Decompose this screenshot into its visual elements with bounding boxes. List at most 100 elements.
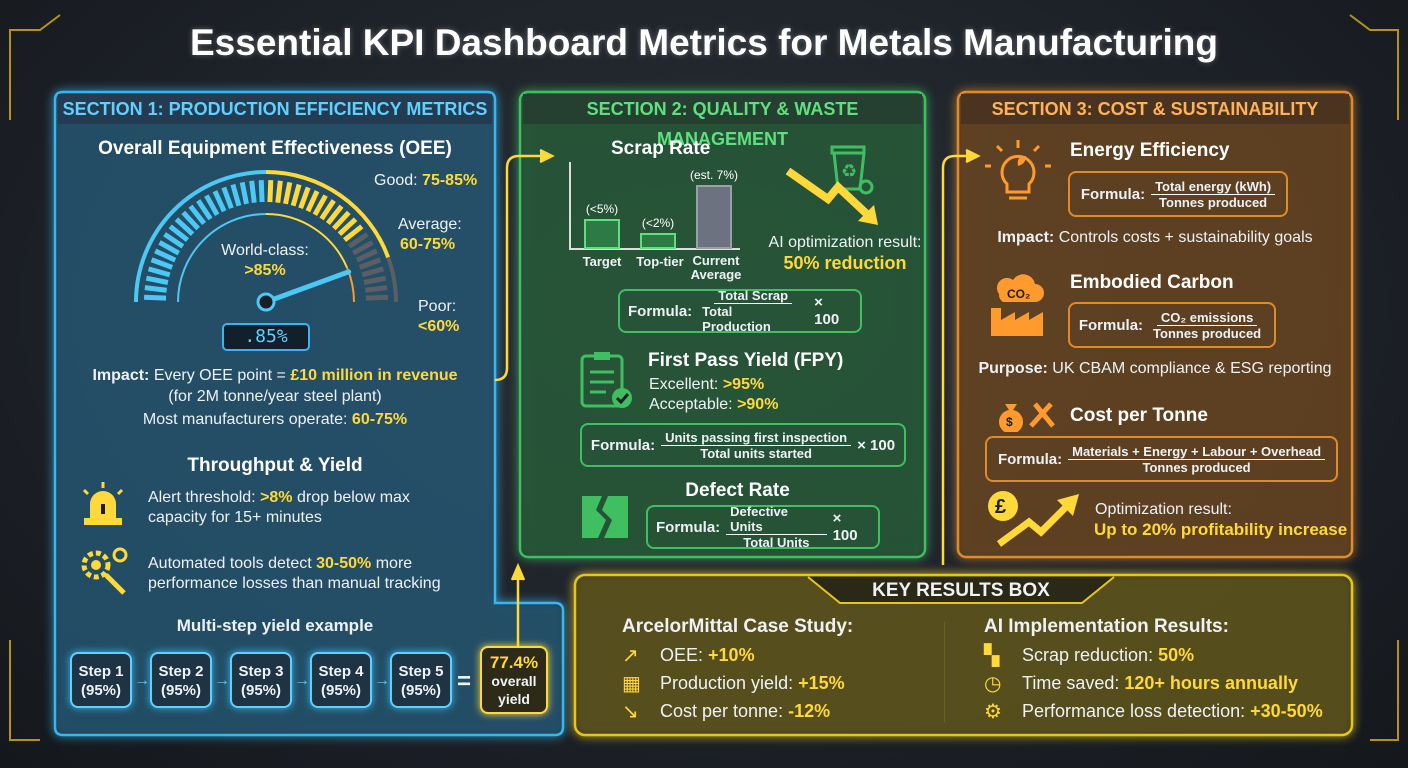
section3-header: SECTION 3: COST & SUSTAINABILITY (961, 94, 1349, 124)
gauge-outer-arc-blue (134, 170, 267, 303)
step-label: Step 3 (238, 663, 284, 680)
arrow-right-icon: → (134, 672, 150, 689)
formula-label: Formula: (997, 450, 1063, 468)
key-result-item: Time saved: 120+ hours annually (1022, 673, 1298, 694)
energy-formula: Formula: Total energy (kWh) Tonnes produce… (1068, 171, 1288, 217)
step-2: Step 2 (95%) (150, 652, 212, 708)
average-value: 60-75% (400, 236, 456, 253)
formula-denominator: Tonnes produced (1159, 194, 1268, 210)
step-5: Step 5 (95%) (390, 652, 452, 708)
average-label: Average: (398, 216, 462, 233)
scrap-bar-value-label: (<2%) (642, 216, 674, 230)
bar-label-top-tier: Top-tier (636, 254, 684, 269)
gauge-segment (365, 294, 389, 301)
purpose-text: UK CBAM compliance & ESG reporting (1052, 360, 1332, 377)
gauge-inner-arc-yellow (265, 213, 348, 269)
impact-text: Controls costs + sustainability goals (1058, 229, 1313, 246)
svg-text:$: $ (1006, 415, 1013, 429)
formula-denominator: Tonnes produced (1142, 459, 1251, 475)
overall-yield-label: overall (491, 673, 537, 689)
throughput-title: Throughput & Yield (187, 455, 363, 476)
excellent-value: >95% (722, 376, 765, 393)
gauge-segment (154, 248, 177, 263)
gauge-segment (204, 194, 220, 216)
section1-header: SECTION 1: PRODUCTION EFFICIENCY METRICS (58, 94, 492, 124)
alarm-light-icon (82, 482, 124, 525)
step-1: Step 1 (95%) (70, 652, 132, 708)
gauge-segment (337, 217, 358, 236)
key-results-header: KEY RESULTS BOX (872, 580, 1050, 601)
scrap-formula: Formula: Total Scrap Total Production × 100 (618, 288, 862, 334)
scrap-title: Scrap Rate (611, 138, 711, 159)
gauge-segment (143, 294, 167, 301)
key-result-value: 120+ hours annually (1124, 673, 1298, 693)
formula-numerator: Total Scrap (714, 288, 793, 304)
gauge-hub (256, 292, 276, 312)
formula-numerator: Units passing first inspection (661, 430, 852, 446)
co2-icon-text: CO₂ (1007, 287, 1030, 301)
poor-label: Poor: (418, 298, 457, 315)
bar-label-line: Current (692, 253, 740, 268)
cost-title: Cost per Tonne (1070, 405, 1208, 426)
formula-label: Formula: (1078, 316, 1144, 334)
step-value: (95%) (320, 682, 361, 699)
gauge-segment (145, 275, 169, 285)
gauge-segment (365, 285, 388, 293)
oee-digital-display: .85% (222, 323, 310, 351)
pound-trend-up-icon: £ (988, 491, 1079, 547)
gauge-segment (249, 180, 257, 203)
alert-text-c: capacity for 15+ minutes (148, 509, 322, 526)
chart-axes (569, 162, 740, 250)
trend-down-icon: ↘ (622, 701, 639, 723)
bar-label-target: Target (582, 254, 622, 269)
alert-text-a: Alert threshold: (148, 489, 256, 506)
key-result-item: OEE: +10% (660, 645, 755, 666)
gauge-segment (312, 194, 328, 216)
circuit-lines (9, 14, 1399, 741)
gauge-segment (358, 257, 382, 270)
gauge-segment (332, 210, 351, 231)
tools-text-b: more (375, 555, 413, 572)
trend-up-icon: ↗ (622, 645, 639, 667)
step-value: (95%) (160, 682, 201, 699)
formula-denominator: Tonnes produced (1153, 325, 1262, 341)
gauge-segment (163, 232, 185, 249)
formula-multiplier: × 100 (832, 510, 858, 544)
key-result-label: Cost per tonne: (660, 701, 784, 721)
carbon-formula: Formula: CO₂ emissions Tonnes produced (1068, 302, 1276, 348)
gauge-segment (283, 181, 293, 205)
gauge-segment (181, 210, 200, 231)
arrow-right-icon: → (374, 672, 390, 689)
gauge-segment (258, 179, 265, 203)
step-value: (95%) (80, 682, 121, 699)
recycle-bin-trend-down-icon: ♻ (785, 145, 878, 225)
alert-value: >8% (260, 489, 293, 506)
section2-outline (518, 90, 927, 559)
gauge-segment (144, 285, 167, 293)
formula-label: Formula: (590, 436, 656, 454)
gauge-segment (174, 217, 195, 236)
excellent-label: Excellent: (649, 376, 719, 393)
section1-outline (53, 90, 565, 737)
fpy-formula: Formula: Units passing first inspection To… (580, 423, 906, 467)
formula-numerator: Defective Units (726, 504, 827, 535)
arrow-right-icon: → (214, 672, 230, 689)
world-class-value: >85% (244, 262, 286, 279)
tools-text-a: Automated tools detect (148, 555, 312, 572)
key-result-value: +15% (798, 673, 845, 693)
step-4: Step 4 (95%) (310, 652, 372, 708)
key-result-item: Cost per tonne: -12% (660, 701, 830, 722)
ai-result-text: AI optimization result: (768, 234, 922, 251)
step-value: (95%) (400, 682, 441, 699)
page-title: Essential KPI Dashboard Metrics for Meta… (190, 22, 1218, 63)
lightbulb-leaf-icon (985, 140, 1051, 200)
key-result-label: Performance loss detection: (1022, 701, 1246, 721)
key-result-item: Production yield: +15% (660, 673, 845, 694)
step-label: Step 1 (78, 663, 124, 680)
overall-yield-value: 77.4% (489, 653, 539, 672)
optimization-value: Up to 20% profitability increase (1094, 520, 1348, 539)
purpose-label: Purpose: (978, 360, 1048, 377)
formula-denominator: Total Production (702, 304, 771, 334)
formula-denominator: Total units started (700, 445, 812, 461)
key-result-value: +30-50% (1250, 701, 1323, 721)
